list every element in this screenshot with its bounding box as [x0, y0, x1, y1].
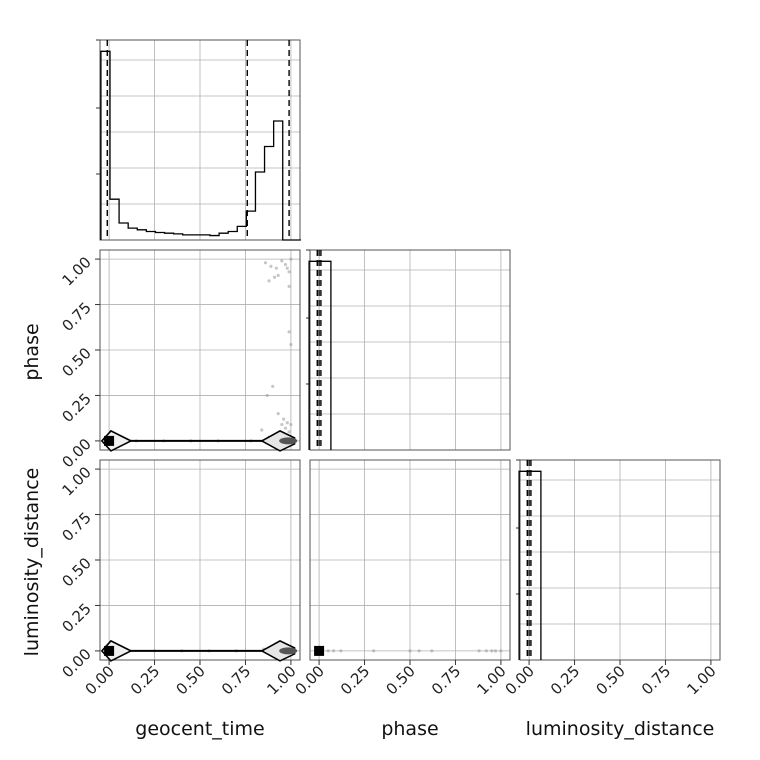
hist-step-phase: [308, 260, 332, 450]
sample-point: [499, 649, 503, 653]
sample-point: [263, 261, 268, 265]
sample-point: [326, 649, 330, 653]
sample-point: [484, 649, 488, 653]
sample-point: [339, 649, 343, 653]
sample-point: [477, 649, 481, 653]
sample-point: [408, 649, 412, 653]
sample-point: [260, 428, 264, 432]
sample-point: [276, 412, 280, 416]
sample-point: [276, 273, 280, 278]
sample-point: [280, 259, 284, 263]
density-square: [314, 645, 325, 656]
panel-frame: [99, 39, 301, 241]
sample-point: [285, 421, 289, 425]
ylabel-phase: phase: [21, 323, 43, 380]
sample-point: [280, 422, 284, 427]
density-square: [104, 435, 115, 446]
sample-point: [289, 422, 293, 427]
xlabel-phase: phase: [381, 718, 438, 740]
sample-point: [417, 649, 421, 653]
sample-point: [493, 649, 498, 653]
sample-point: [332, 649, 336, 653]
labels-layer: geocent_time phase luminosity_distance p…: [21, 323, 714, 740]
sample-point: [287, 330, 291, 334]
contour-right-core: [279, 437, 298, 445]
hist-step-luminosity-distance: [518, 470, 542, 660]
sample-point: [287, 270, 291, 274]
xlabel-luminosity-distance: luminosity_distance: [526, 718, 715, 740]
sample-point: [267, 279, 271, 283]
sample-point: [271, 384, 275, 388]
sample-point: [287, 430, 291, 434]
sample-point: [282, 417, 286, 421]
hist-panel-phase: [306, 249, 511, 451]
xlabel-geocent-time: geocent_time: [135, 718, 264, 740]
sample-point: [430, 649, 434, 653]
sample-point: [274, 266, 278, 270]
contour-right-core: [279, 647, 298, 655]
panel-frame: [309, 249, 511, 451]
sample-point: [283, 426, 288, 430]
density-square: [104, 645, 115, 656]
hist-panel-geocent-time: [96, 39, 301, 241]
sample-point: [272, 275, 277, 279]
sample-point: [265, 393, 269, 398]
sample-point: [285, 266, 289, 270]
sample-point: [289, 257, 293, 261]
sample-point: [490, 649, 494, 653]
sample-point: [289, 342, 293, 347]
sample-point: [269, 264, 273, 268]
sample-point: [287, 284, 291, 288]
scatter-panel-phase-vs-geocent-time: [99, 249, 301, 452]
sample-point: [283, 262, 288, 267]
hist-step-geocent-time: [100, 50, 301, 241]
sample-point: [372, 649, 376, 653]
ylabel-luminosity-distance: luminosity_distance: [21, 468, 43, 657]
hist-panel-luminosity-distance: [516, 459, 721, 661]
